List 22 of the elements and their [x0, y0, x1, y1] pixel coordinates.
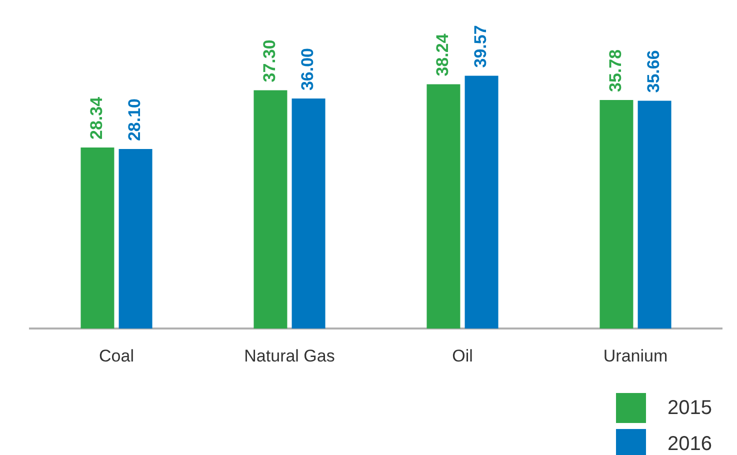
bar — [638, 100, 672, 329]
bar — [118, 149, 152, 329]
data-label: 35.78 — [606, 49, 626, 92]
bar — [80, 148, 114, 329]
bar — [426, 84, 460, 329]
bar — [600, 100, 634, 329]
data-label: 39.57 — [471, 25, 490, 68]
bar — [292, 98, 326, 329]
x-tick-label: Coal — [99, 346, 134, 366]
data-label: 37.30 — [260, 40, 280, 82]
x-tick-label: Uranium — [603, 346, 668, 366]
legend-label: 2015 — [668, 396, 712, 420]
x-tick-label: Oil — [452, 346, 473, 366]
data-label: 38.24 — [433, 33, 452, 76]
legend-label: 2016 — [668, 432, 712, 455]
data-label: 28.34 — [87, 96, 106, 140]
bar — [464, 76, 498, 329]
data-label: 36.00 — [298, 48, 318, 91]
data-label: 28.10 — [125, 98, 144, 142]
bar — [254, 90, 288, 329]
x-tick-label: Natural Gas — [244, 346, 335, 366]
data-label: 35.66 — [644, 50, 664, 93]
